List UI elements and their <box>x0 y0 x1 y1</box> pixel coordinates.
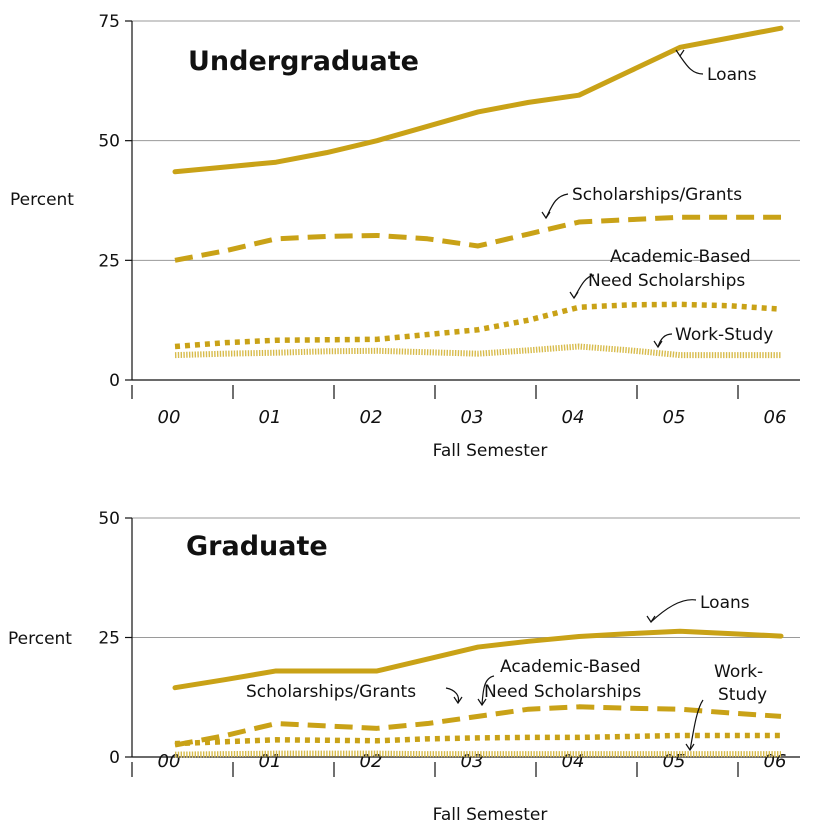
series-label: Loans <box>707 65 757 85</box>
series-label: Scholarships/Grants <box>572 185 742 205</box>
callout-arrowhead <box>477 698 487 707</box>
callout-arrow <box>545 193 569 219</box>
series-label: Work- <box>714 662 763 682</box>
series-label: Academic-Based <box>610 247 751 267</box>
series-line-work-study <box>174 750 781 758</box>
series-label: Need Scholarships <box>588 271 745 291</box>
series-line-scholarships-grants <box>174 704 782 748</box>
y-tick-label: 0 <box>109 371 120 391</box>
callout-arrowhead <box>453 696 463 705</box>
callout-arrow <box>445 687 460 704</box>
y-axis-label: Percent <box>8 629 72 649</box>
x-axis-label: Fall Semester <box>433 805 548 825</box>
series-label: Work-Study <box>675 325 773 345</box>
callout-arrow <box>689 699 704 751</box>
callout-arrowhead <box>653 340 663 349</box>
y-tick-label: 75 <box>98 12 120 32</box>
callout-arrowhead <box>685 743 695 752</box>
series-label: Academic-Based <box>500 657 641 677</box>
callout-arrowhead <box>541 211 551 220</box>
x-tick-label: 05 <box>663 407 686 428</box>
x-tick-label: 03 <box>461 407 484 428</box>
callout-arrowhead <box>646 615 656 624</box>
x-tick-label: 01 <box>259 751 282 772</box>
x-tick-label: 01 <box>259 407 282 428</box>
callout-arrowhead <box>675 49 685 58</box>
callout-arrow <box>481 675 495 706</box>
x-tick-label: 04 <box>562 407 585 428</box>
y-tick-label: 25 <box>98 251 120 271</box>
chart-panel-undergraduate: 0 25 50 75 00 01 02 03 04 05 06 Fall Semester Percen… <box>10 12 800 461</box>
callout-arrow <box>679 55 704 75</box>
series-line-loans <box>172 25 784 175</box>
x-tick-label: 00 <box>158 407 181 428</box>
x-tick-label: 06 <box>764 407 787 428</box>
y-tick-label: 25 <box>98 629 120 649</box>
x-tick-label: 00 <box>158 751 181 772</box>
series-line-academic-based-need-scholarships <box>174 732 781 747</box>
series-label: Need Scholarships <box>484 682 641 702</box>
y-tick-label: 50 <box>98 132 120 152</box>
chart-title: Undergraduate <box>188 46 419 77</box>
series-line-scholarships-grants <box>174 214 781 263</box>
series-line-loans <box>172 628 784 691</box>
x-tick-label: 02 <box>360 407 383 428</box>
series-label: Study <box>718 685 767 705</box>
series-label: Loans <box>700 593 750 613</box>
y-tick-label: 50 <box>98 509 120 529</box>
series-line-work-study <box>174 343 781 359</box>
series-label: Scholarships/Grants <box>246 682 416 702</box>
callout-arrowhead <box>569 291 579 300</box>
x-axis-label: Fall Semester <box>433 441 548 461</box>
y-axis-label: Percent <box>10 190 74 210</box>
callout-arrow <box>650 599 697 623</box>
y-tick-label: 0 <box>109 748 120 768</box>
series-line-academic-based-need-scholarships <box>174 301 782 350</box>
callout-arrow <box>657 333 673 348</box>
chart-title: Graduate <box>186 531 328 562</box>
